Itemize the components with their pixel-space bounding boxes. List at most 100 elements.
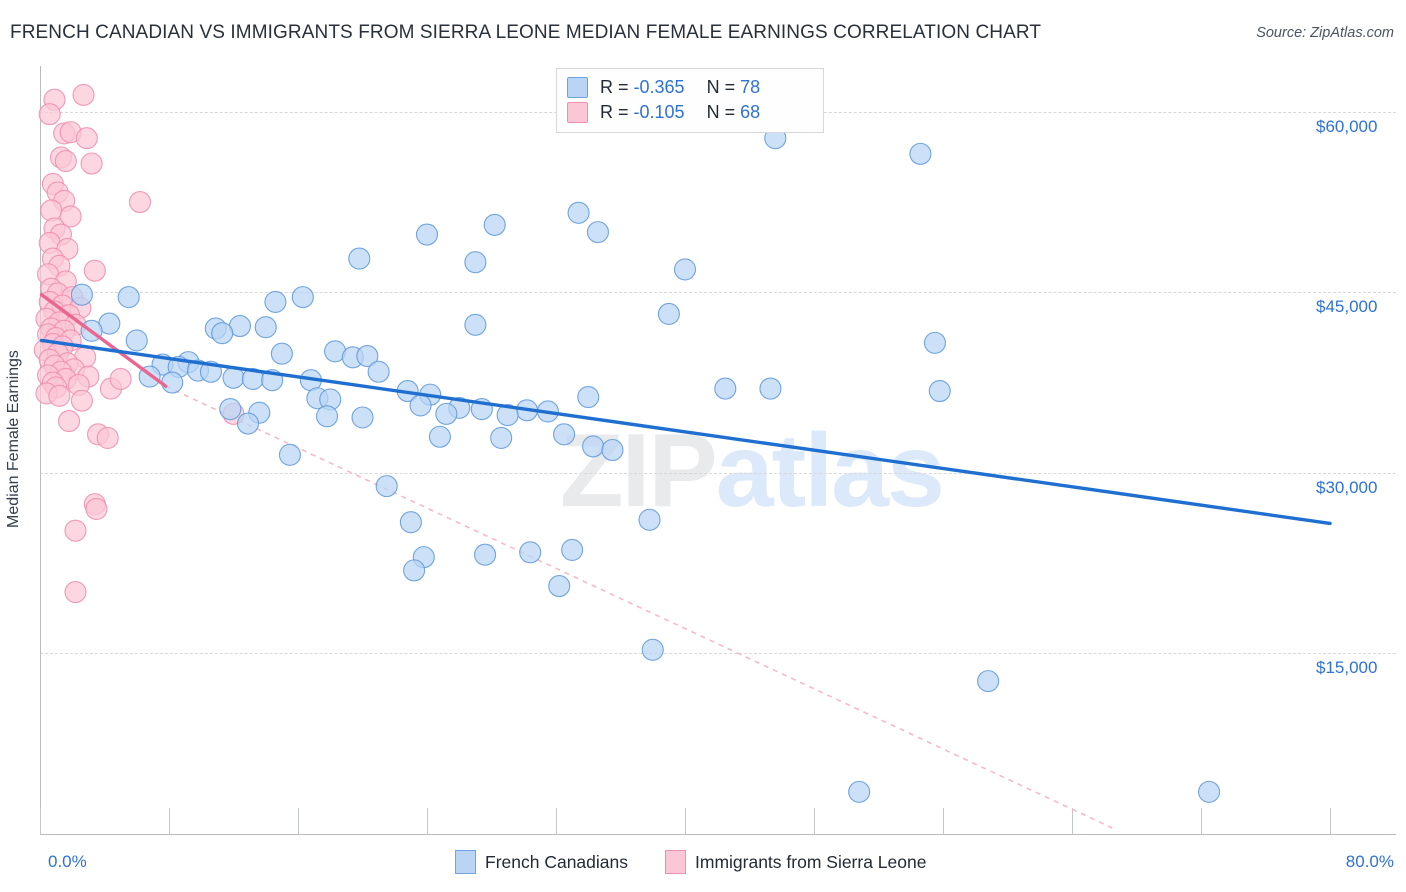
- data-point: [83, 259, 106, 282]
- data-point: [519, 541, 542, 564]
- data-point: [96, 426, 119, 450]
- correlation-stats-box: R = -0.365 N = 78 R = -0.105 N = 68: [556, 68, 824, 133]
- stat-row-sierra-leone: R = -0.105 N = 68: [567, 100, 813, 125]
- x-axis-tick: [1201, 808, 1202, 834]
- data-point: [428, 425, 451, 448]
- y-axis-tick-label: $45,000: [1316, 297, 1378, 317]
- data-point: [64, 519, 87, 542]
- x-axis-tick: [814, 808, 815, 834]
- data-point: [464, 251, 487, 274]
- data-point: [641, 638, 664, 661]
- trendline-dashed-sierra-leone: [165, 385, 1113, 829]
- data-point: [48, 384, 71, 407]
- trendline-french-canadians: [39, 338, 1332, 526]
- data-point: [291, 286, 314, 309]
- legend-item-french-canadians[interactable]: French Canadians: [455, 850, 628, 874]
- data-point: [464, 313, 487, 336]
- data-point: [351, 406, 374, 429]
- data-point: [490, 426, 513, 450]
- data-point: [375, 475, 398, 498]
- data-point: [236, 412, 260, 435]
- data-point: [70, 283, 93, 306]
- legend-item-sierra-leone[interactable]: Immigrants from Sierra Leone: [665, 850, 926, 874]
- data-point: [928, 379, 951, 403]
- data-point: [40, 199, 63, 222]
- data-point: [367, 360, 390, 383]
- data-point: [59, 205, 82, 228]
- page-title: FRENCH CANADIAN VS IMMIGRANTS FROM SIERR…: [10, 22, 1042, 43]
- data-point: [657, 302, 680, 326]
- data-point: [399, 511, 422, 534]
- y-axis-tick-label: $30,000: [1316, 477, 1378, 497]
- x-axis-tick: [40, 808, 41, 834]
- data-point: [254, 316, 277, 339]
- data-point: [125, 329, 148, 352]
- blue-r-value: -0.365: [633, 77, 685, 97]
- blue-swatch-icon: [567, 77, 588, 98]
- data-point: [473, 543, 497, 566]
- data-point: [128, 190, 152, 214]
- legend-swatch-blue-icon: [455, 850, 476, 874]
- pink-r-label: R =: [600, 102, 629, 122]
- gridline: [40, 292, 1396, 294]
- data-point: [278, 443, 301, 466]
- data-point: [109, 367, 132, 391]
- data-point: [1198, 780, 1221, 803]
- data-point: [483, 213, 506, 236]
- x-axis-tick: [1330, 808, 1331, 834]
- blue-n-value: 78: [740, 77, 761, 97]
- data-point: [638, 508, 661, 531]
- data-point: [409, 394, 432, 417]
- data-point: [85, 497, 108, 521]
- pink-n-value: 68: [740, 102, 761, 122]
- data-point: [80, 152, 103, 175]
- data-point: [211, 322, 234, 345]
- data-point: [909, 142, 932, 165]
- x-axis-tick: [1072, 808, 1073, 834]
- x-axis-tick: [427, 808, 428, 834]
- data-point: [567, 201, 590, 224]
- data-point: [270, 342, 293, 365]
- x-axis-min-label: 0.0%: [48, 852, 87, 871]
- y-axis-line: [40, 66, 41, 834]
- gridline: [40, 653, 1396, 655]
- pink-swatch-icon: [567, 102, 588, 123]
- data-point: [673, 258, 697, 281]
- legend-label-sierra-leone: Immigrants from Sierra Leone: [695, 851, 927, 872]
- pink-n-label: N =: [706, 102, 736, 122]
- x-axis-line: [40, 834, 1396, 835]
- data-point: [561, 538, 584, 561]
- data-point: [548, 574, 571, 598]
- blue-n-label: N =: [706, 77, 736, 97]
- data-point: [553, 423, 576, 446]
- data-point: [496, 404, 519, 427]
- data-point: [348, 247, 371, 270]
- x-axis-tick: [943, 808, 944, 834]
- data-point: [70, 389, 93, 412]
- data-point: [577, 385, 600, 409]
- data-point: [219, 398, 242, 421]
- x-axis-max-label: 80.0%: [1345, 852, 1394, 871]
- stat-row-french-canadians: R = -0.365 N = 78: [567, 75, 813, 100]
- trendline-immigrants-from-sierra-leone: [39, 293, 168, 388]
- data-point: [161, 371, 184, 394]
- gridline: [40, 472, 1396, 474]
- data-point: [586, 221, 609, 244]
- data-point: [582, 435, 605, 458]
- data-point: [714, 377, 737, 400]
- data-point: [57, 410, 81, 433]
- y-axis-tick-label: $15,000: [1316, 658, 1378, 678]
- y-axis-tick-label: $60,000: [1316, 116, 1378, 136]
- data-point: [601, 438, 624, 462]
- legend-swatch-pink-icon: [665, 850, 686, 874]
- data-point: [977, 670, 1000, 693]
- data-point: [435, 402, 458, 425]
- x-axis-tick: [556, 808, 557, 834]
- data-point: [72, 83, 95, 106]
- data-point: [38, 103, 61, 126]
- pink-r-value: -0.105: [633, 102, 685, 122]
- data-point: [64, 580, 87, 604]
- data-point: [75, 127, 98, 150]
